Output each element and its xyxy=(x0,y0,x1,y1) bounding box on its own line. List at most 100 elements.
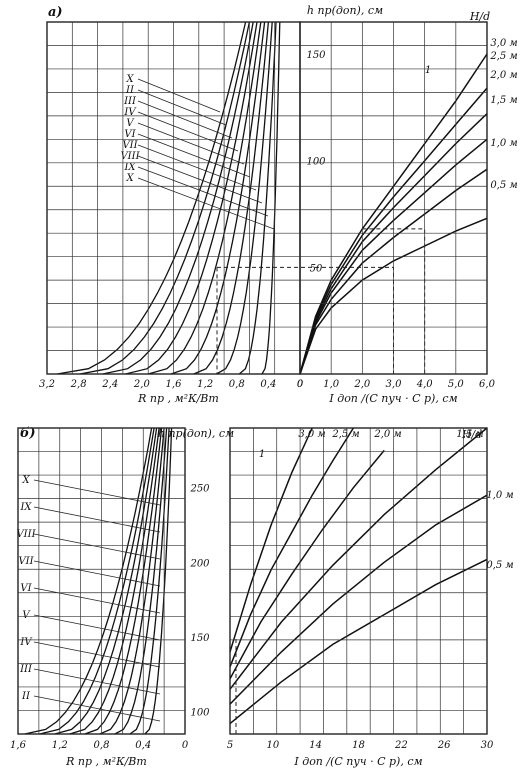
right-x-tick: 22 xyxy=(394,740,408,751)
series-label: 2,5 м xyxy=(331,429,359,440)
panel-label: б) xyxy=(20,426,36,441)
left-curve xyxy=(84,427,163,735)
left-curve xyxy=(39,427,155,735)
leader-line xyxy=(33,614,161,641)
leader-line xyxy=(33,587,161,614)
right-x-tick: 18 xyxy=(352,740,365,751)
series-label: 0,5 м xyxy=(490,180,517,191)
left-curve xyxy=(238,21,277,375)
series-label: 3,0 м xyxy=(490,38,517,49)
leader-line xyxy=(137,144,257,191)
right-x-tick: 6,0 xyxy=(479,379,496,390)
series-line xyxy=(229,449,385,680)
leader-line xyxy=(137,122,245,165)
y-tick: 250 xyxy=(189,484,210,495)
right-grid-2-frame xyxy=(229,427,488,735)
left-curve xyxy=(193,21,270,375)
panel-2: б) 1,6 1,2 0,8 0,4 0 R пр , м²К/Вт 5 10 14 18 22 26 3… xyxy=(10,426,514,768)
left-x-tick: 2,0 xyxy=(133,379,151,390)
series-label: 3,0 м xyxy=(298,429,325,440)
right-x-tick: 0 xyxy=(297,379,304,390)
left-curve xyxy=(24,427,153,735)
series-label: 1,0 м xyxy=(486,490,513,501)
gap-band xyxy=(186,426,229,736)
curve-label-roman: III xyxy=(123,96,137,107)
series-line xyxy=(229,558,488,725)
curve-label-roman: X xyxy=(125,173,134,184)
left-x-label: R пр , м²К/Вт xyxy=(137,392,219,405)
curve-label-roman: V xyxy=(126,118,135,129)
series-label: 1,5 м xyxy=(456,429,483,440)
left-curve xyxy=(148,21,262,375)
right-x-tick: 4,0 xyxy=(416,379,434,390)
left-x-tick: 0,4 xyxy=(260,379,276,390)
curve-label-roman: II xyxy=(21,691,31,702)
y-axis-label: h пр(доп), см xyxy=(307,4,383,17)
left-x-label: R пр , м²К/Вт xyxy=(65,755,147,768)
leader-line xyxy=(33,668,161,695)
right-x-tick: 3,0 xyxy=(386,379,403,390)
left-curve xyxy=(144,427,173,735)
curve-label-roman: VIII xyxy=(16,529,36,540)
right-x-tick: 5,0 xyxy=(448,379,465,390)
series-line xyxy=(299,53,488,375)
y-tick: 100 xyxy=(306,157,326,168)
series-label: 2,0 м xyxy=(489,70,517,81)
left-x-tick: 1,6 xyxy=(10,740,27,751)
leader-line xyxy=(33,641,161,668)
curve-label-roman: III xyxy=(19,664,33,675)
left-x-tick: 0 xyxy=(182,740,189,751)
series-label: 2,0 м xyxy=(373,429,401,440)
curve-label-roman: VII xyxy=(122,140,138,151)
leader-line xyxy=(137,133,251,178)
leader-line xyxy=(137,100,233,139)
series-label: 0,5 м xyxy=(486,560,513,571)
corner-label: H/d xyxy=(461,428,482,441)
series-line xyxy=(299,87,488,375)
left-x-tick: 0,8 xyxy=(229,379,245,390)
leader-line xyxy=(137,111,239,152)
series-label: 2,5 м xyxy=(489,51,517,62)
corner-label: H/d xyxy=(469,10,490,23)
left-curve xyxy=(69,427,160,735)
right-x-tick: 5 xyxy=(227,740,233,751)
right-grid-1 xyxy=(299,21,488,375)
leader-line xyxy=(137,78,221,113)
left-curve xyxy=(125,21,258,375)
leader-line xyxy=(33,560,161,587)
left-curve xyxy=(261,21,281,375)
y-tick: 200 xyxy=(189,558,210,569)
left-curve xyxy=(56,21,247,375)
curve-label-roman: II xyxy=(125,85,135,96)
y-axis-label: h пр(доп), см xyxy=(158,427,234,440)
right-x-tick: 2,0 xyxy=(353,379,371,390)
right-x-label: I доп /(C пуч · C р), см xyxy=(328,392,457,405)
series-line xyxy=(229,427,355,668)
panel-1: а) 3,2 2,8 2,4 2,0 1,6 1,2 0,8 0,4 0 R пр , м²К/Вт… xyxy=(39,4,518,405)
series-line xyxy=(229,427,313,653)
curve-marker: 1 xyxy=(259,449,265,460)
leader-line xyxy=(137,177,275,230)
series-line xyxy=(299,113,488,375)
curve-label-roman: VI xyxy=(20,583,32,594)
right-x-label: I доп /(C пуч · C р), см xyxy=(293,755,422,768)
leader-line xyxy=(137,166,269,217)
series-line xyxy=(299,138,488,375)
left-x-tick: 0,8 xyxy=(94,740,110,751)
curve-label-roman: IV xyxy=(123,107,137,118)
curve-label-roman: VI xyxy=(124,129,136,140)
curve-label-roman: VIII xyxy=(120,151,140,162)
right-x-tick: 14 xyxy=(309,740,322,751)
left-curve xyxy=(79,21,251,375)
left-curve xyxy=(170,21,266,375)
curve-label-roman: VII xyxy=(18,556,34,567)
left-x-tick: 2,8 xyxy=(70,379,87,390)
leader-line xyxy=(137,155,263,204)
y-tick: 150 xyxy=(306,50,326,61)
left-grid-2 xyxy=(17,427,186,735)
left-x-tick: 0,4 xyxy=(135,740,151,751)
curve-label-roman: X xyxy=(125,74,134,85)
right-x-tick: 30 xyxy=(481,740,494,751)
left-x-tick: 3,2 xyxy=(39,379,55,390)
curve-label-roman: X xyxy=(21,475,30,486)
